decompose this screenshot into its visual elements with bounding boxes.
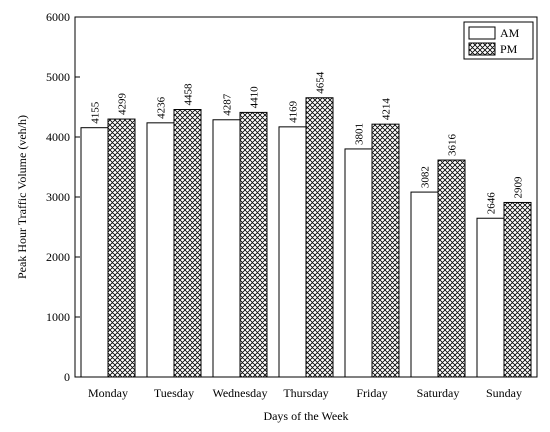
y-axis-title: Peak Hour Traffic Volume (veh/h)	[15, 115, 29, 279]
bar-am-thursday	[278, 126, 307, 378]
x-tick-label-monday: Monday	[88, 386, 128, 400]
x-tick-label-tuesday: Tuesday	[154, 386, 194, 400]
y-tick-label-3000: 3000	[46, 190, 70, 204]
x-tick-label-friday: Friday	[356, 386, 387, 400]
data-label-am-wednesday: 4287	[222, 93, 234, 116]
legend-label-am: AM	[500, 26, 520, 40]
x-tick-label-wednesday: Wednesday	[212, 386, 267, 400]
x-axis: Monday Tuesday Wednesday Thursday Friday Satu…	[88, 372, 522, 400]
data-label-pm-friday: 4214	[381, 98, 393, 121]
bar-pm-saturday	[437, 159, 466, 378]
data-label-am-sunday: 2646	[486, 192, 498, 215]
x-tick-label-saturday: Saturday	[417, 386, 460, 400]
x-axis-title: Days of the Week	[263, 409, 348, 423]
data-label-pm-tuesday: 4458	[183, 83, 195, 106]
bar-pm-sunday	[503, 201, 532, 378]
bar-am-sunday	[476, 217, 505, 378]
legend-label-pm: PM	[500, 42, 518, 56]
legend: AM PM	[463, 21, 534, 60]
bar-pm-wednesday	[239, 111, 268, 378]
data-label-am-tuesday: 4236	[156, 96, 168, 119]
legend-swatch-pm	[468, 42, 496, 56]
bar-pm-monday	[107, 118, 136, 378]
y-tick-label-4000: 4000	[46, 130, 70, 144]
data-label-pm-sunday: 2909	[513, 176, 525, 199]
bar-am-wednesday	[212, 119, 241, 378]
bar-am-tuesday	[146, 122, 175, 378]
bar-am-monday	[80, 127, 109, 378]
y-tick-label-0: 0	[64, 370, 70, 384]
bar-pm-thursday	[305, 97, 334, 378]
y-axis: 0 1000 2000 3000 4000 5000 6000	[46, 10, 80, 384]
y-tick-label-1000: 1000	[46, 310, 70, 324]
data-label-am-monday: 4155	[90, 101, 102, 124]
bar-pm-tuesday	[173, 109, 202, 378]
data-label-pm-monday: 4299	[117, 93, 129, 116]
data-label-group: 4155 4236 4287 4169 3801 3082 2646 4299 4458 4410…	[90, 71, 525, 214]
data-label-am-thursday: 4169	[288, 100, 300, 123]
data-label-pm-thursday: 4654	[315, 71, 327, 94]
data-label-pm-saturday: 3616	[447, 134, 459, 157]
data-label-am-saturday: 3082	[420, 166, 432, 188]
legend-swatch-am	[468, 26, 496, 40]
x-tick-label-thursday: Thursday	[283, 386, 328, 400]
bar-am-friday	[344, 148, 373, 378]
bar-pm-friday	[371, 123, 400, 378]
data-label-pm-wednesday: 4410	[249, 86, 261, 109]
data-label-am-friday: 3801	[354, 123, 366, 145]
y-tick-label-2000: 2000	[46, 250, 70, 264]
x-tick-label-sunday: Sunday	[486, 386, 522, 400]
bar-am-saturday	[410, 191, 439, 378]
bar-group	[80, 97, 532, 378]
y-tick-label-5000: 5000	[46, 70, 70, 84]
y-tick-label-6000: 6000	[46, 10, 70, 24]
